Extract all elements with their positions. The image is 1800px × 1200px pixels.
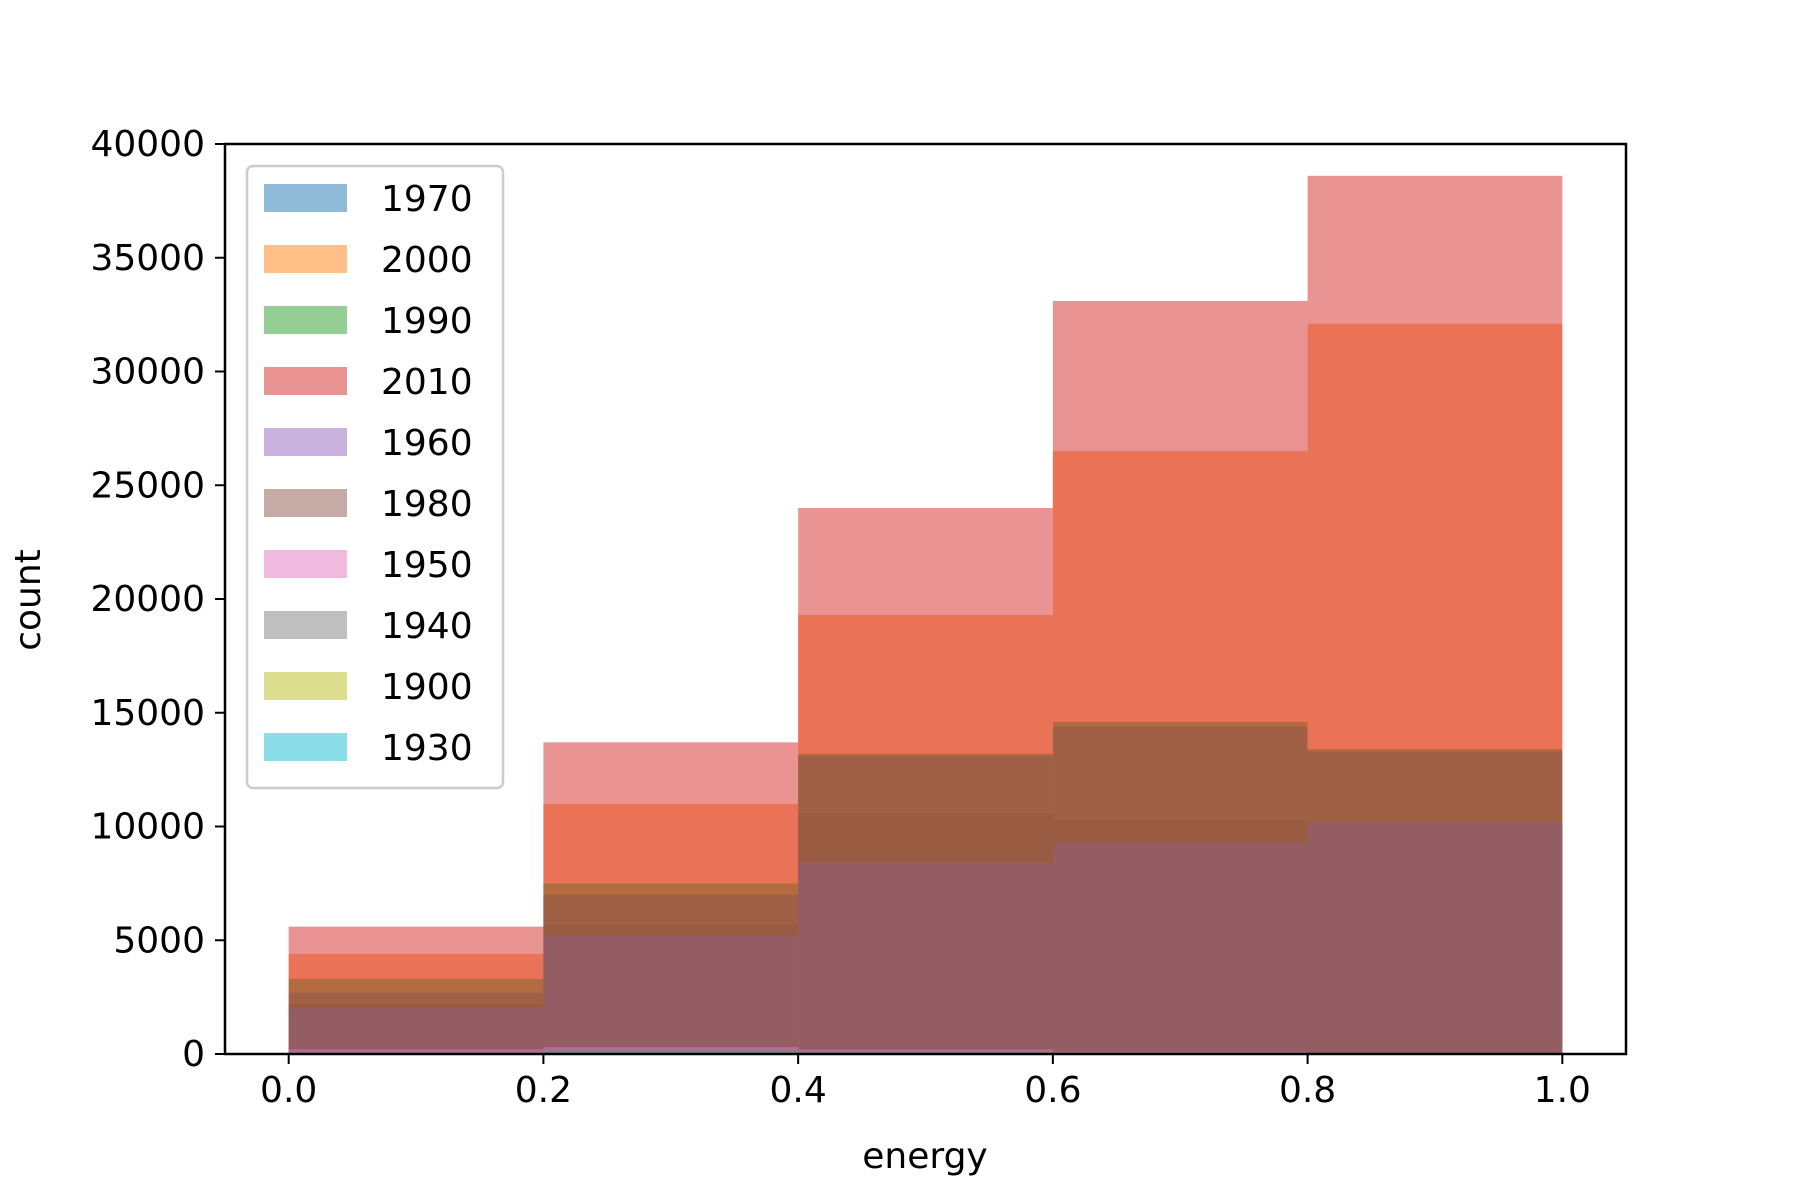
legend-label-1970: 1970 — [381, 179, 473, 220]
legend-items: 1970 2000 1990 2010 1960 1980 1950 1940 1900 1930 — [264, 179, 473, 769]
y-tick-label: 10000 — [90, 807, 205, 848]
bar-1980-bin-1 — [543, 894, 799, 1054]
y-tick-label: 25000 — [90, 465, 205, 506]
x-tick-label: 0.2 — [515, 1070, 572, 1111]
y-tick-label: 5000 — [113, 920, 205, 961]
y-tick-label: 40000 — [90, 124, 205, 165]
legend-swatch-2010 — [264, 367, 347, 395]
legend-swatch-1980 — [264, 489, 347, 517]
bars-layer — [288, 175, 1563, 1055]
bar-1980-bin-4 — [1307, 751, 1563, 1054]
legend: 1970 2000 1990 2010 1960 1980 1950 1940 1900 1930 — [245, 164, 505, 790]
bar-1940-bin-1 — [543, 1049, 799, 1054]
x-tick-label: 0.4 — [770, 1070, 827, 1111]
y-tick-label: 35000 — [90, 238, 205, 279]
legend-swatch-1990 — [264, 306, 347, 334]
y-tick-label: 15000 — [90, 693, 205, 734]
x-tick-label: 0.8 — [1279, 1070, 1336, 1111]
bar-1980-bin-2 — [798, 755, 1053, 1054]
bar-1980-bin-0 — [288, 992, 544, 1054]
x-tick-label: 0.6 — [1024, 1070, 1081, 1111]
y-axis: 0 5000 10000 15000 20000 25000 30000 35000 40000 — [90, 124, 225, 1075]
x-axis-label: energy — [862, 1136, 987, 1177]
legend-swatch-1960 — [264, 428, 347, 456]
legend-label-2010: 2010 — [381, 362, 473, 403]
series-1980 — [288, 726, 1563, 1054]
y-tick-label: 20000 — [90, 579, 205, 620]
y-axis-label: count — [8, 549, 49, 651]
x-tick-label: 0.0 — [260, 1070, 317, 1111]
legend-label-1940: 1940 — [381, 606, 473, 647]
legend-swatch-1940 — [264, 611, 347, 639]
legend-label-2000: 2000 — [381, 240, 473, 281]
legend-swatch-1900 — [264, 672, 347, 700]
bar-1980-bin-3 — [1052, 726, 1308, 1054]
legend-label-1960: 1960 — [381, 423, 473, 464]
y-tick-label: 30000 — [90, 352, 205, 393]
legend-label-1990: 1990 — [381, 301, 473, 342]
bar-1940-bin-2 — [798, 1050, 1053, 1054]
legend-swatch-1950 — [264, 550, 347, 578]
legend-label-1900: 1900 — [381, 667, 473, 708]
x-axis: 0.0 0.2 0.4 0.6 0.8 1.0 — [260, 1054, 1591, 1111]
legend-swatch-1970 — [264, 184, 347, 212]
legend-label-1930: 1930 — [381, 728, 473, 769]
y-tick-label: 0 — [182, 1034, 205, 1075]
legend-label-1980: 1980 — [381, 484, 473, 525]
x-tick-label: 1.0 — [1534, 1070, 1591, 1111]
legend-swatch-1930 — [264, 733, 347, 761]
legend-label-1950: 1950 — [381, 545, 473, 586]
legend-swatch-2000 — [264, 245, 347, 273]
